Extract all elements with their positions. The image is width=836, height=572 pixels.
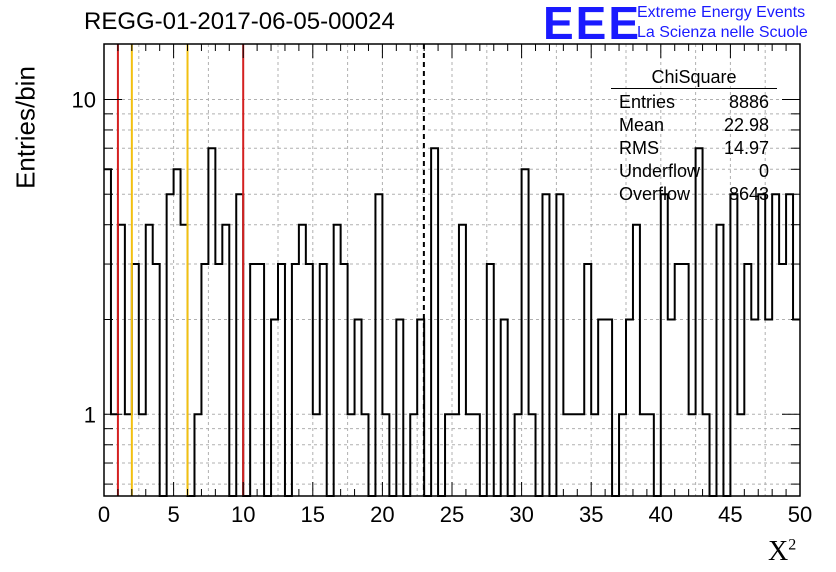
stats-label: Underflow [619, 161, 701, 181]
stats-row-underflow: Underflow 0 [611, 160, 777, 183]
x-tick-label: 50 [788, 502, 812, 527]
x-tick-label: 25 [440, 502, 464, 527]
stats-label: Entries [619, 92, 676, 112]
eee-logo: EEE [543, 0, 642, 49]
x-tick-label: 5 [167, 502, 179, 527]
stats-value: 8886 [728, 92, 769, 112]
stats-row-mean: Mean 22.98 [611, 114, 777, 137]
stats-row-rms: RMS 14.97 [611, 137, 777, 160]
x-tick-label: 40 [649, 502, 673, 527]
stats-value: 14.97 [723, 138, 769, 158]
x-tick-label: 45 [718, 502, 742, 527]
x-tick-label: 35 [579, 502, 603, 527]
x-tick-label: 30 [509, 502, 533, 527]
x-axis-label: X2 [768, 536, 797, 567]
x-tick-label: 20 [370, 502, 394, 527]
x-tick-label: 15 [301, 502, 325, 527]
logo-line-1: Extreme Energy Events [637, 4, 806, 21]
stats-value: 8643 [728, 184, 769, 204]
stats-label: Overflow [619, 184, 691, 204]
stats-rule [611, 88, 777, 89]
stats-label: RMS [619, 138, 659, 158]
x-tick-label: 0 [98, 502, 110, 527]
logo-line-2: La Scienza nelle Scuole [637, 24, 808, 41]
x-tick-label: 10 [231, 502, 255, 527]
y-tick-label: 10 [72, 87, 96, 112]
stats-title: ChiSquare [651, 67, 737, 87]
stats-row-overflow: Overflow 8643 [611, 183, 777, 206]
stats-label: Mean [619, 115, 665, 135]
y-axis-label: Entries/bin [10, 66, 41, 189]
chart-title: REGG-01-2017-06-05-00024 [84, 8, 395, 35]
stats-value: 0 [758, 161, 769, 181]
stats-row-entries: Entries 8886 [611, 91, 777, 114]
y-tick-label: 1 [84, 402, 96, 427]
stats-box: ChiSquare Entries 8886 Mean 22.98 RMS 14… [611, 66, 777, 206]
stats-value: 22.98 [723, 115, 769, 135]
